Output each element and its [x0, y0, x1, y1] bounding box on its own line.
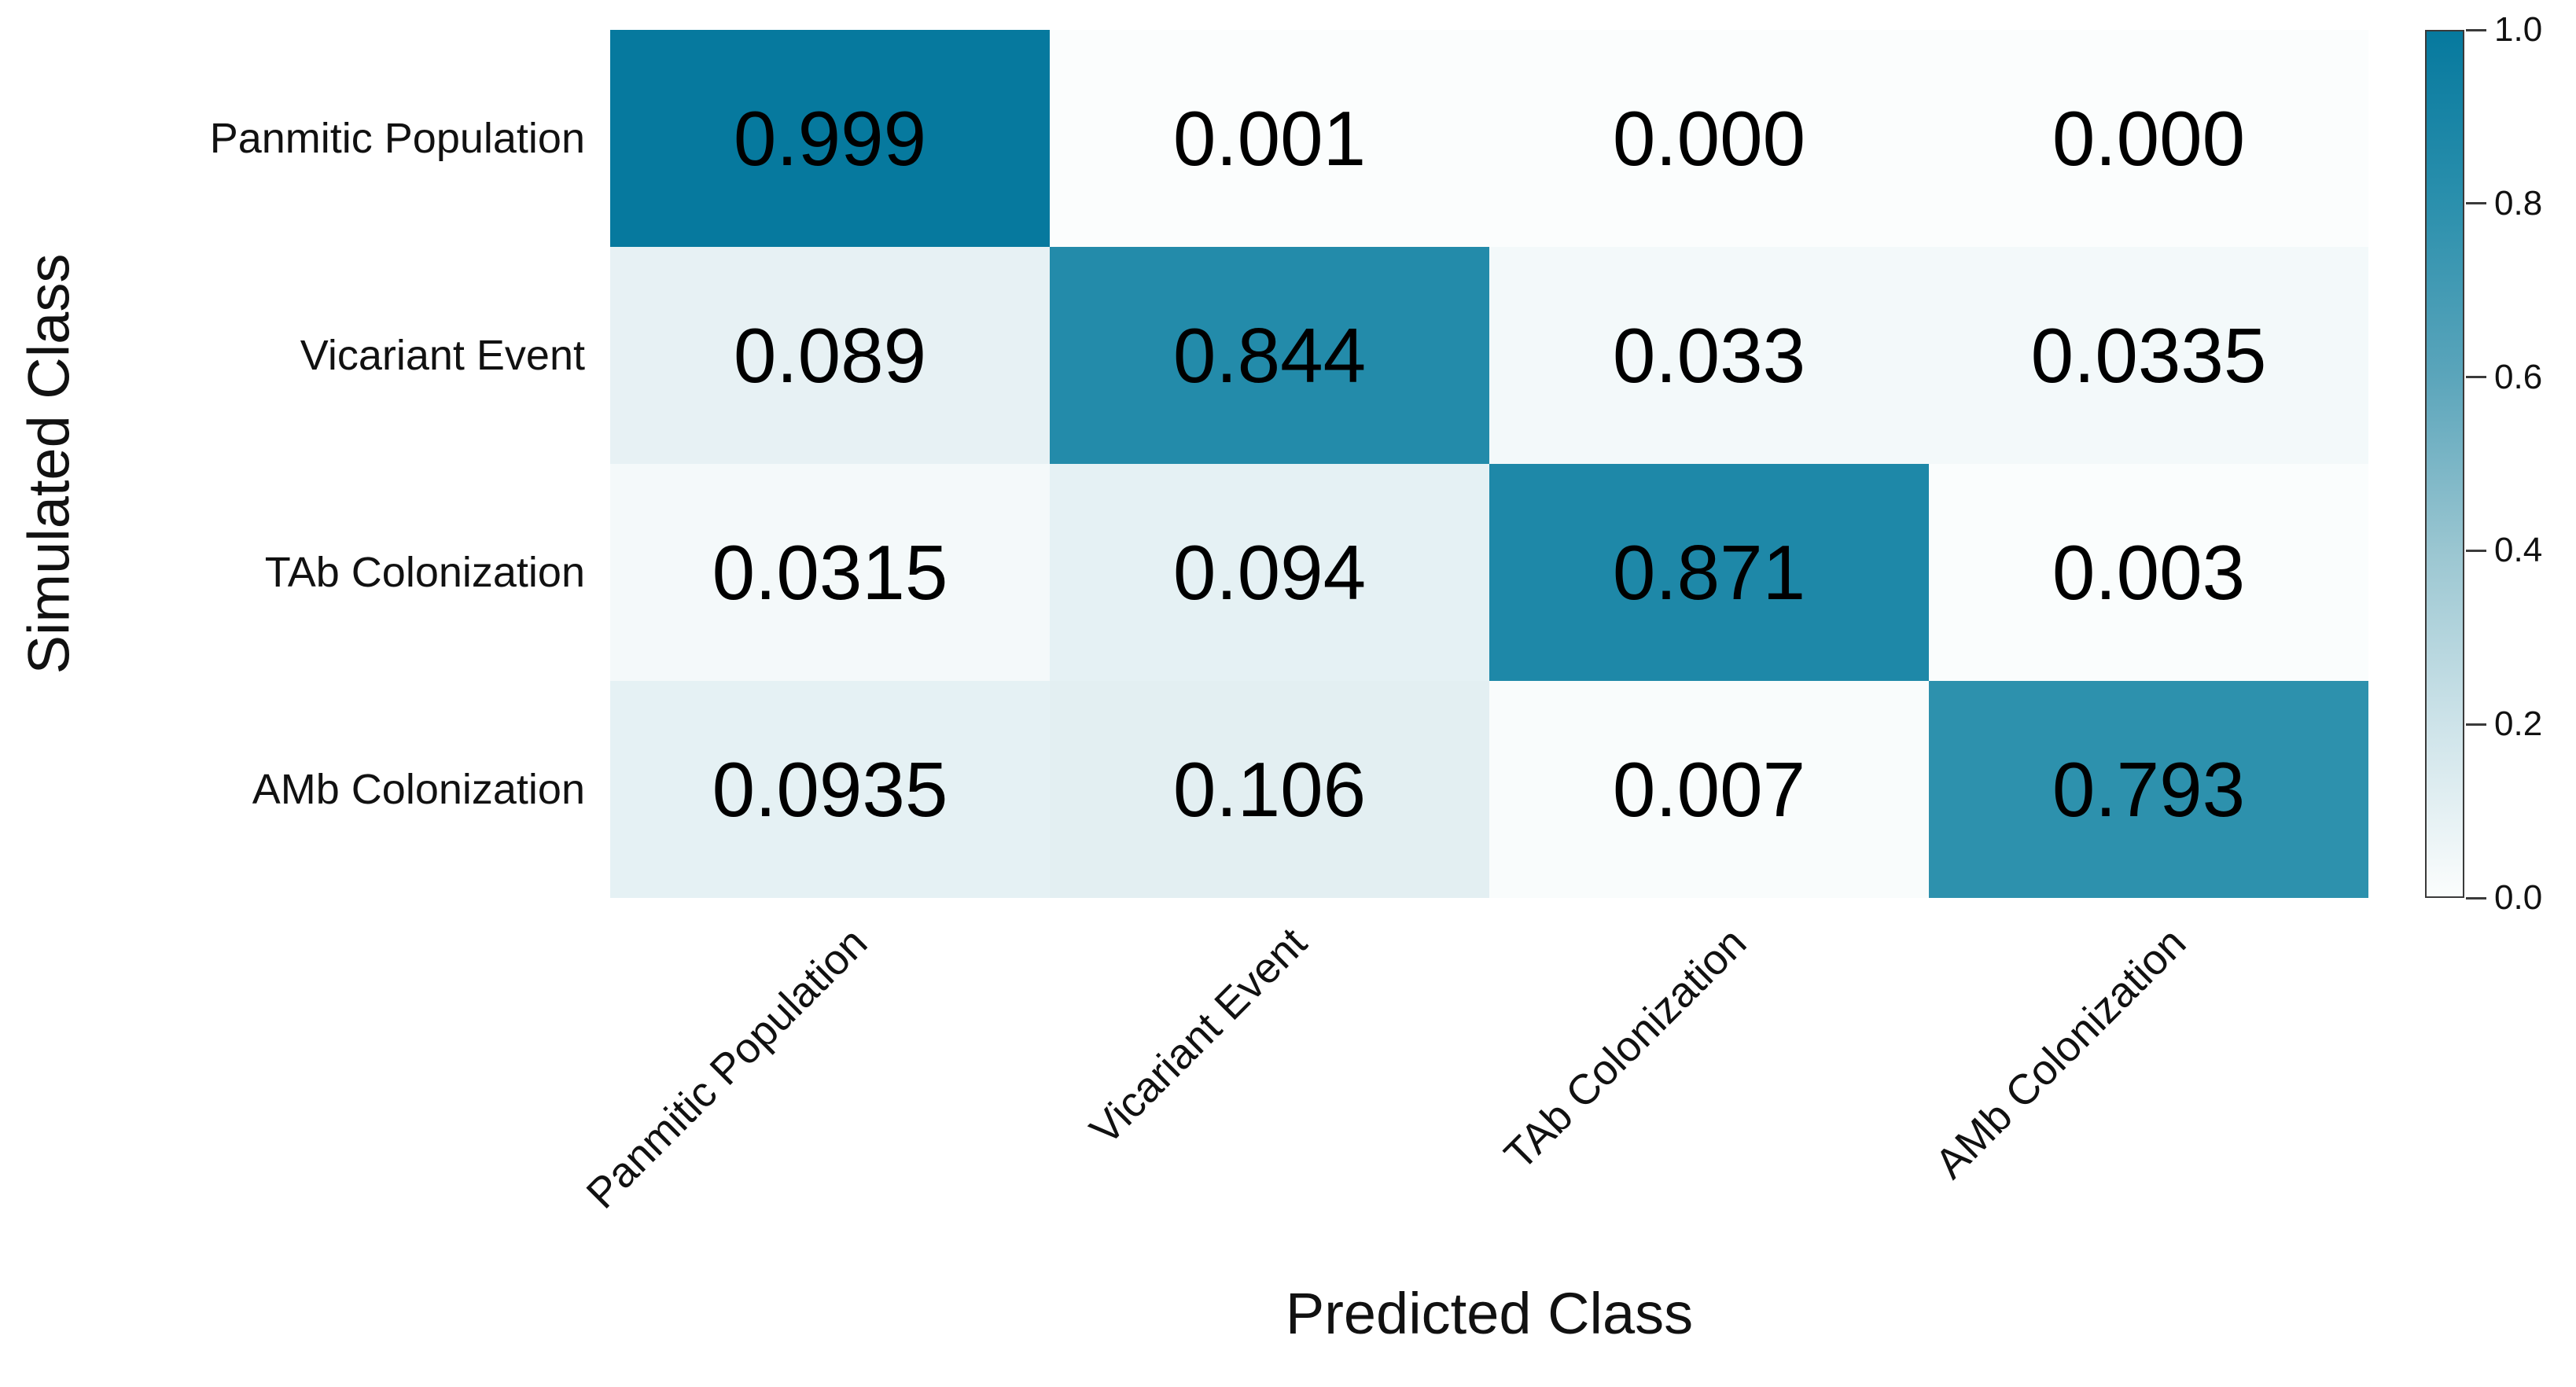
- colorbar-tick-mark: [2466, 202, 2486, 205]
- row-tick-label: Panmitic Population: [209, 115, 585, 162]
- col-tick-label: Panmitic Population: [577, 918, 877, 1218]
- heatmap-cell: 0.000: [1489, 30, 1929, 247]
- cell-value: 0.793: [2052, 745, 2246, 833]
- colorbar-tick-label: 0.2: [2494, 705, 2543, 744]
- row-tick-label: AMb Colonization: [252, 766, 585, 813]
- cell-value: 0.000: [2052, 94, 2246, 182]
- col-tick-label: Vicariant Event: [1081, 918, 1316, 1154]
- col-tick-label: TAb Colonization: [1496, 918, 1756, 1179]
- y-axis-title: Simulated Class: [16, 253, 82, 675]
- x-axis-title: Predicted Class: [1285, 1281, 1694, 1346]
- colorbar-tick-label: 0.8: [2494, 183, 2543, 223]
- heatmap-cell: 0.089: [610, 247, 1050, 464]
- colorbar-tick-label: 1.0: [2494, 10, 2543, 49]
- colorbar-tick-label: 0.6: [2494, 357, 2543, 396]
- cell-value: 0.000: [1612, 94, 1806, 182]
- colorbar-tick-mark: [2466, 549, 2486, 552]
- heatmap-cell: 0.0935: [610, 681, 1050, 898]
- heatmap-grid: 0.999 0.001 0.000 0.000 0.089 0.844 0.033 0.033…: [610, 30, 2368, 898]
- cell-value: 0.001: [1172, 94, 1367, 182]
- heatmap-cell: 0.999: [610, 30, 1050, 247]
- heatmap-cell: 0.0315: [610, 464, 1050, 681]
- colorbar-gradient: [2425, 30, 2464, 898]
- colorbar-tick-mark: [2466, 723, 2486, 726]
- cell-value: 0.844: [1172, 311, 1367, 399]
- colorbar-tick-mark: [2466, 376, 2486, 379]
- heatmap-cell: 0.094: [1050, 464, 1489, 681]
- colorbar-tick-mark: [2466, 28, 2486, 31]
- cell-value: 0.003: [2052, 528, 2246, 616]
- heatmap-cell: 0.106: [1050, 681, 1489, 898]
- heatmap-cell: 0.000: [1929, 30, 2368, 247]
- heatmap-cell: 0.844: [1050, 247, 1489, 464]
- cell-value: 0.106: [1172, 745, 1367, 833]
- colorbar-tick-mark: [2466, 896, 2486, 900]
- cell-value: 0.999: [733, 94, 927, 182]
- heatmap-cell: 0.0335: [1929, 247, 2368, 464]
- cell-value: 0.0335: [2030, 311, 2267, 399]
- colorbar-tick-label: 0.4: [2494, 531, 2543, 570]
- row-tick-label: TAb Colonization: [264, 549, 585, 596]
- colorbar-tick-label: 0.0: [2494, 878, 2543, 917]
- cell-value: 0.007: [1612, 745, 1806, 833]
- heatmap-cell: 0.003: [1929, 464, 2368, 681]
- cell-value: 0.871: [1612, 528, 1806, 616]
- cell-value: 0.089: [733, 311, 927, 399]
- heatmap-cell: 0.001: [1050, 30, 1489, 247]
- heatmap-cell: 0.793: [1929, 681, 2368, 898]
- cell-value: 0.0935: [712, 745, 948, 833]
- heatmap-cell: 0.871: [1489, 464, 1929, 681]
- cell-value: 0.0315: [712, 528, 948, 616]
- cell-value: 0.094: [1172, 528, 1367, 616]
- cell-value: 0.033: [1612, 311, 1806, 399]
- col-tick-label: AMb Colonization: [1926, 918, 2195, 1188]
- row-tick-label: Vicariant Event: [300, 332, 585, 379]
- heatmap-cell: 0.007: [1489, 681, 1929, 898]
- heatmap-cell: 0.033: [1489, 247, 1929, 464]
